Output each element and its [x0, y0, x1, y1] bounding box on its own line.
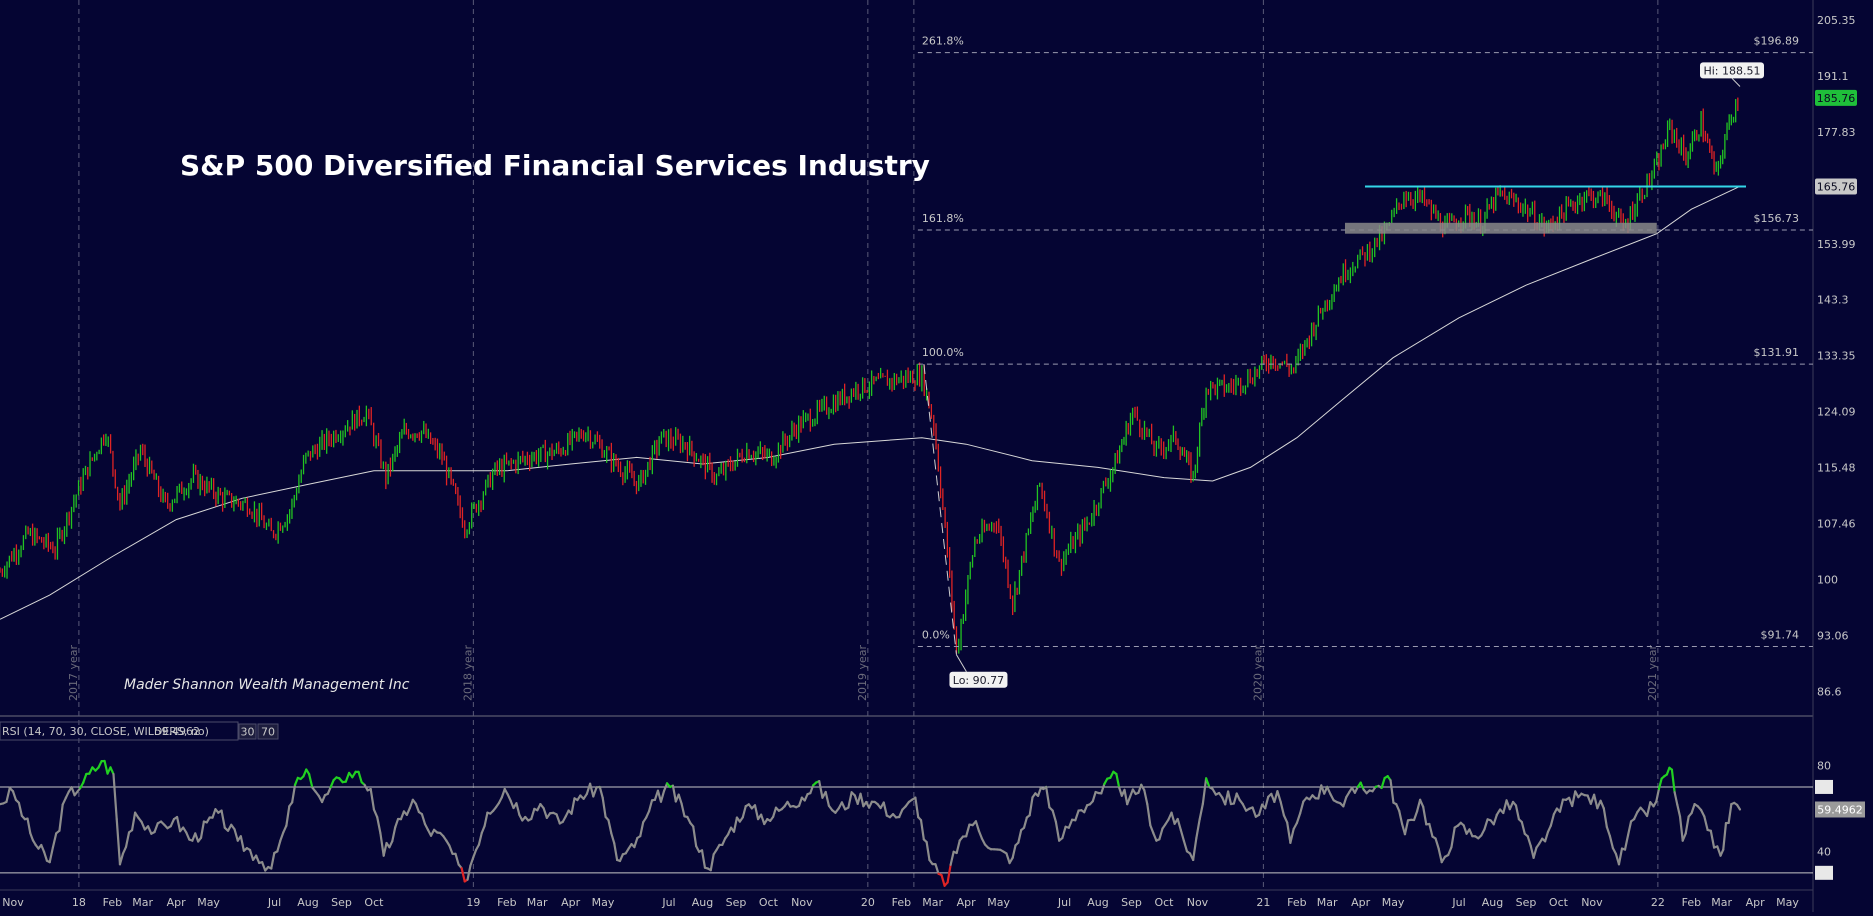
rsi-level-badge [1815, 866, 1833, 880]
time-tick-label: Jul [267, 896, 281, 909]
fib-level-label: 100.0% [922, 346, 964, 359]
rsi-oversold-param: 30 [241, 726, 255, 739]
price-tick-label: 107.46 [1817, 517, 1856, 530]
price-tick-label: 133.35 [1817, 350, 1856, 363]
time-tick-label: 19 [466, 896, 480, 909]
time-tick-label: Oct [1154, 896, 1174, 909]
time-tick-label: Mar [922, 896, 943, 909]
time-tick-label: Oct [759, 896, 779, 909]
time-tick-label: Feb [497, 896, 516, 909]
time-tick-label: Feb [103, 896, 122, 909]
rsi-indicator-value: 59.4962 [155, 725, 201, 738]
year-marker-label: 2018 year [461, 644, 474, 701]
time-tick-label: Apr [561, 896, 581, 909]
year-marker-label: 2017 year [67, 644, 80, 701]
time-tick-label: Aug [1482, 896, 1503, 909]
price-tick-label: 205.35 [1817, 14, 1856, 27]
time-tick-label: Aug [692, 896, 713, 909]
rsi-value-badge-label: 59.4962 [1817, 803, 1863, 816]
year-marker-label: 2019 year [856, 644, 869, 701]
price-tick-label: 124.09 [1817, 406, 1856, 419]
support-zone [1345, 223, 1657, 234]
chart-title: S&P 500 Diversified Financial Services I… [180, 149, 930, 182]
fib-price-label: $156.73 [1754, 212, 1800, 225]
time-tick-label: Nov [2, 896, 24, 909]
time-tick-label: Sep [331, 896, 352, 909]
lo-callout-label: Lo: 90.77 [953, 674, 1004, 687]
price-tick-label: 143.3 [1817, 294, 1849, 307]
time-tick-label: 18 [72, 896, 86, 909]
fib-price-label: $131.91 [1754, 346, 1800, 359]
time-tick-label: Mar [527, 896, 548, 909]
time-tick-label: May [1382, 896, 1405, 909]
price-tick-label: 177.83 [1817, 126, 1856, 139]
price-tick-label: 191.1 [1817, 70, 1849, 83]
time-tick-label: Apr [957, 896, 977, 909]
price-tick-label: 86.6 [1817, 685, 1842, 698]
rsi-overbought-param: 70 [261, 726, 275, 739]
time-tick-label: Nov [1581, 896, 1603, 909]
time-tick-label: May [987, 896, 1010, 909]
time-tick-label: Jul [1451, 896, 1465, 909]
time-tick-label: Nov [791, 896, 813, 909]
time-tick-label: Feb [1682, 896, 1701, 909]
fib-price-label: $91.74 [1761, 628, 1800, 641]
time-tick-label: Oct [1549, 896, 1569, 909]
fib-level-label: 261.8% [922, 35, 964, 48]
time-tick-label: May [592, 896, 615, 909]
time-tick-label: 22 [1651, 896, 1665, 909]
time-tick-label: Mar [1711, 896, 1732, 909]
rsi-tick-label: 40 [1817, 845, 1831, 858]
time-tick-label: 20 [861, 896, 875, 909]
watermark-text: Mader Shannon Wealth Management Inc [124, 677, 410, 693]
time-tick-label: Aug [1087, 896, 1108, 909]
price-tick-label: 93.06 [1817, 629, 1849, 642]
hi-callout-label: Hi: 188.51 [1703, 64, 1760, 77]
price-tick-label: 115.48 [1817, 462, 1856, 475]
time-tick-label: Apr [1351, 896, 1371, 909]
fib-level-label: 0.0% [922, 628, 950, 641]
time-tick-label: May [197, 896, 220, 909]
price-tick-label: 100 [1817, 573, 1838, 586]
time-tick-label: Aug [297, 896, 318, 909]
time-tick-label: 21 [1256, 896, 1270, 909]
time-tick-label: Sep [726, 896, 747, 909]
time-tick-label: Mar [132, 896, 153, 909]
time-tick-label: Sep [1121, 896, 1142, 909]
rsi-tick-label: 80 [1817, 759, 1831, 772]
time-tick-label: Apr [1746, 896, 1766, 909]
time-tick-label: Mar [1317, 896, 1338, 909]
year-marker-label: 2021 year [1646, 644, 1659, 701]
time-tick-label: Feb [1287, 896, 1306, 909]
rsi-level-badge [1815, 780, 1833, 794]
time-tick-label: May [1776, 896, 1799, 909]
time-tick-label: Sep [1516, 896, 1537, 909]
time-tick-label: Feb [892, 896, 911, 909]
price-badge-label: 185.76 [1817, 92, 1856, 105]
price-tick-label: 153.99 [1817, 238, 1856, 251]
time-tick-label: Oct [364, 896, 384, 909]
time-tick-label: Jul [1057, 896, 1071, 909]
time-tick-label: Nov [1187, 896, 1209, 909]
time-tick-label: Apr [167, 896, 187, 909]
price-badge-label: 165.76 [1817, 180, 1856, 193]
fib-price-label: $196.89 [1754, 35, 1800, 48]
fib-level-label: 161.8% [922, 212, 964, 225]
time-tick-label: Jul [661, 896, 675, 909]
year-marker-label: 2020 year [1251, 644, 1264, 701]
